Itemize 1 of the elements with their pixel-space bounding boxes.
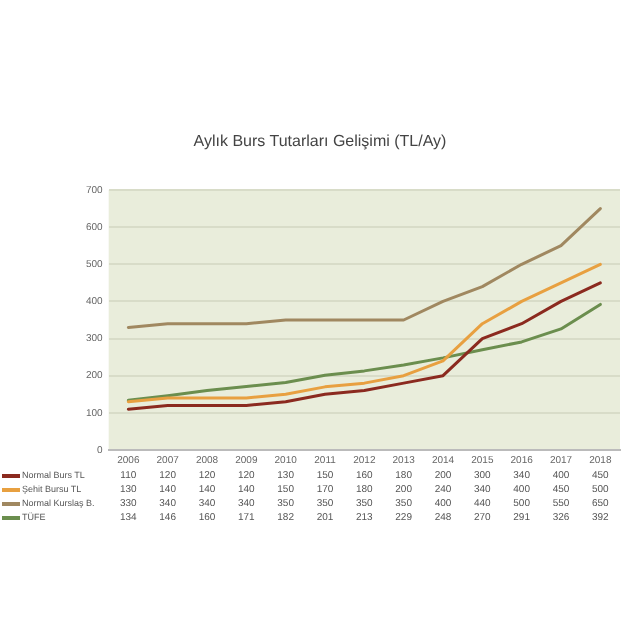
chart-title: Aylık Burs Tutarları Gelişimi (TL/Ay) [191, 132, 449, 150]
